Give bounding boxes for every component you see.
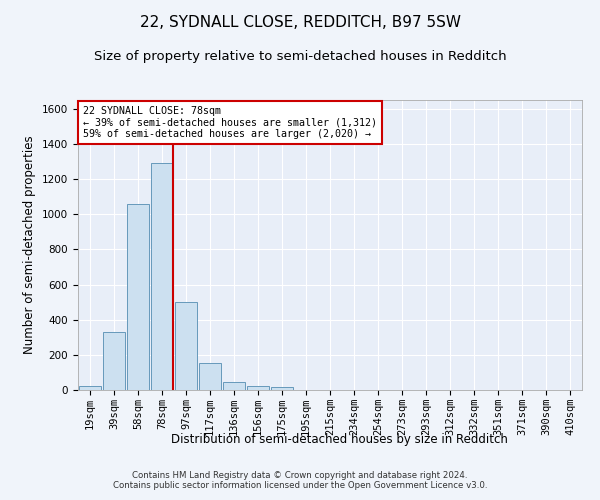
Text: 22 SYDNALL CLOSE: 78sqm
← 39% of semi-detached houses are smaller (1,312)
59% of: 22 SYDNALL CLOSE: 78sqm ← 39% of semi-de… <box>83 106 377 139</box>
Bar <box>151 162 173 390</box>
Bar <box>247 386 269 390</box>
Bar <box>271 387 293 390</box>
Bar <box>127 204 149 390</box>
Text: Contains HM Land Registry data © Crown copyright and database right 2024.
Contai: Contains HM Land Registry data © Crown c… <box>113 470 487 490</box>
Bar <box>103 332 125 390</box>
Text: 22, SYDNALL CLOSE, REDDITCH, B97 5SW: 22, SYDNALL CLOSE, REDDITCH, B97 5SW <box>139 15 461 30</box>
Text: Size of property relative to semi-detached houses in Redditch: Size of property relative to semi-detach… <box>94 50 506 63</box>
Bar <box>223 382 245 390</box>
Bar <box>175 302 197 390</box>
Text: Distribution of semi-detached houses by size in Redditch: Distribution of semi-detached houses by … <box>170 432 508 446</box>
Bar <box>199 364 221 390</box>
Y-axis label: Number of semi-detached properties: Number of semi-detached properties <box>23 136 37 354</box>
Bar <box>79 386 101 390</box>
